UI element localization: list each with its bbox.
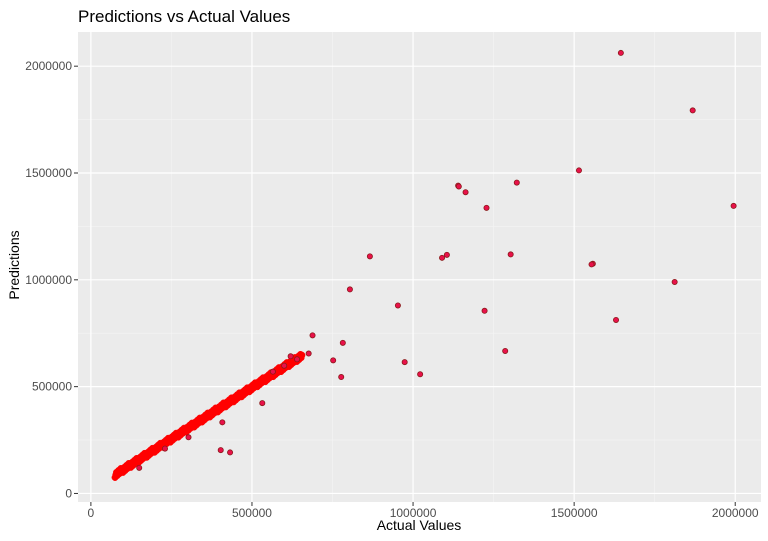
- scatter-point: [339, 339, 346, 346]
- scatter-point: [617, 49, 624, 56]
- x-axis-ticks: 0 500000 1000000 1500000 2000000: [88, 502, 759, 520]
- scatter-point: [481, 307, 488, 314]
- scatter-point: [161, 445, 168, 452]
- dense-point-band: [111, 350, 306, 481]
- scatter-point: [462, 189, 469, 196]
- scatter-point: [507, 251, 514, 258]
- y-tick-label: 1000000: [25, 273, 72, 287]
- x-tick-label: 500000: [232, 506, 272, 520]
- minor-gridlines: [78, 32, 761, 502]
- y-tick-label: 2000000: [25, 59, 72, 73]
- scatter-point: [185, 434, 192, 441]
- scatter-point: [269, 368, 276, 375]
- scatter-point: [439, 254, 446, 261]
- scatter-point: [730, 202, 737, 209]
- scatter-point: [294, 356, 301, 363]
- scatter-point: [575, 167, 582, 174]
- scatter-point: [455, 183, 462, 190]
- scatter-point: [217, 447, 224, 454]
- scatter-point: [330, 357, 337, 364]
- scatter-point: [502, 347, 509, 354]
- scatter-point: [443, 251, 450, 258]
- band-point: [298, 351, 306, 359]
- scatter-point: [613, 316, 620, 323]
- scatter-point: [401, 359, 408, 366]
- y-axis-ticks: 0 500000 1000000 1500000 2000000: [25, 59, 78, 500]
- scatter-point: [338, 374, 345, 381]
- scatter-point: [227, 449, 234, 456]
- x-tick-label: 0: [88, 506, 95, 520]
- y-axis-title: Predictions: [6, 230, 22, 299]
- x-tick-label: 1000000: [390, 506, 437, 520]
- y-tick-label: 500000: [32, 380, 72, 394]
- chart-title: Predictions vs Actual Values: [78, 7, 290, 26]
- scatter-point: [309, 332, 316, 339]
- scatter-point: [671, 278, 678, 285]
- scatter-point: [219, 419, 226, 426]
- scatter-points: [136, 49, 737, 471]
- x-axis-title: Actual Values: [377, 517, 462, 533]
- scatter-point: [588, 261, 595, 268]
- scatter-point: [259, 400, 266, 407]
- scatter-point: [281, 362, 288, 369]
- scatter-point: [689, 107, 696, 114]
- scatter-point: [394, 302, 401, 309]
- scatter-point: [136, 464, 143, 471]
- scatter-point: [513, 179, 520, 186]
- major-gridlines: [78, 32, 761, 502]
- scatter-point: [346, 286, 353, 293]
- scatter-point: [366, 253, 373, 260]
- y-tick-label: 1500000: [25, 166, 72, 180]
- x-tick-label: 2000000: [712, 506, 759, 520]
- scatter-point: [287, 353, 294, 360]
- y-tick-label: 0: [65, 486, 72, 500]
- x-tick-label: 1500000: [551, 506, 598, 520]
- scatter-point: [417, 371, 424, 378]
- scatter-point: [483, 204, 490, 211]
- scatter-point: [305, 350, 312, 357]
